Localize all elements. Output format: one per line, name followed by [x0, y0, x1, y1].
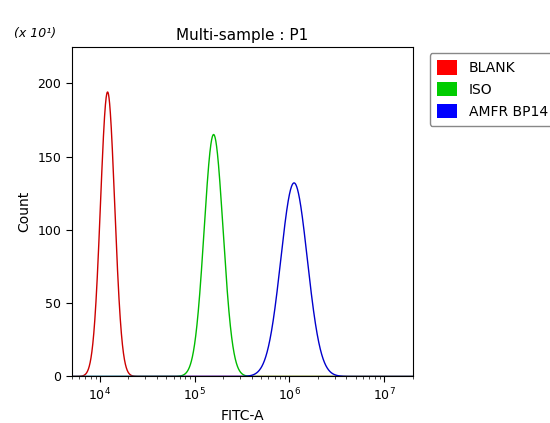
- Text: (x 10¹): (x 10¹): [14, 27, 56, 40]
- X-axis label: FITC-A: FITC-A: [220, 409, 264, 423]
- Legend: BLANK, ISO, AMFR BP14: BLANK, ISO, AMFR BP14: [430, 53, 550, 126]
- Y-axis label: Count: Count: [18, 191, 32, 232]
- Title: Multi-sample : P1: Multi-sample : P1: [176, 27, 308, 43]
